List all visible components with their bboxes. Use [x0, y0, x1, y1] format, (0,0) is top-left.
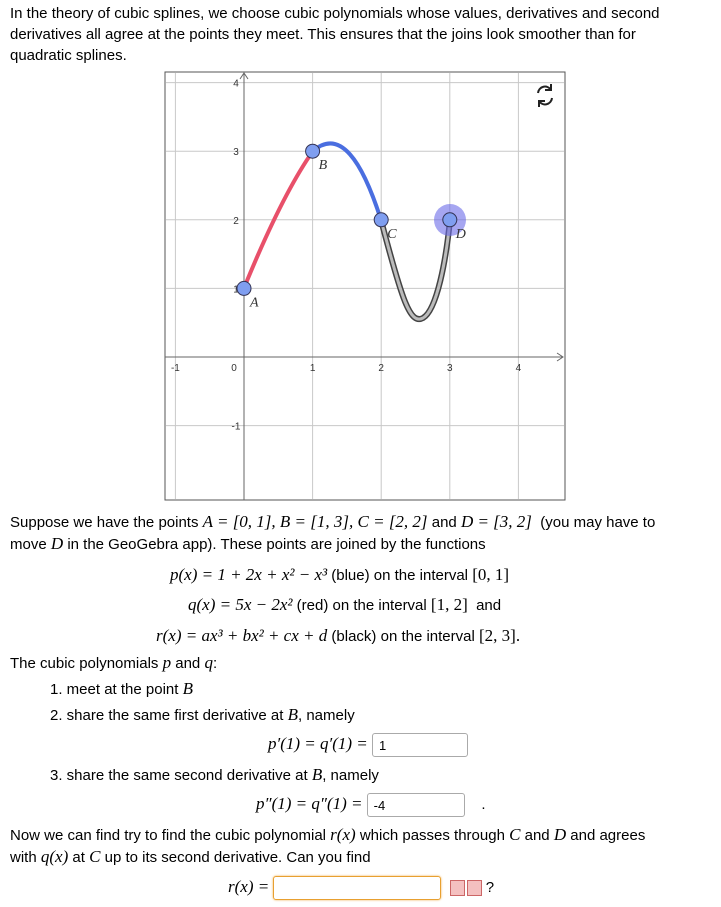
text: 1. meet at the point: [50, 681, 179, 698]
text: 3. share the same second derivative at: [50, 767, 308, 784]
x-tick-label: -1: [171, 363, 180, 374]
text: Suppose we have the points: [10, 514, 199, 531]
math: D: [553, 825, 567, 844]
y-tick-label: 4: [233, 79, 239, 90]
math: C: [509, 825, 521, 844]
math: [1, 2]: [430, 595, 468, 614]
text-line: with q(x) at C up to its second derivati…: [10, 847, 371, 868]
x-tick-label: 4: [516, 363, 522, 374]
text-line: Now we can find try to find the cubic po…: [10, 825, 645, 846]
point-label: D: [455, 227, 466, 242]
text: which passes through: [359, 827, 505, 844]
help[interactable]: ?: [485, 878, 495, 896]
list-item: 1. meet at the point B: [50, 679, 193, 700]
text: (you may have to: [540, 514, 656, 531]
point: [305, 143, 321, 159]
text: 2. share the same first derivative at: [50, 707, 284, 724]
equation: r(x) = ?: [228, 876, 494, 900]
math: D: [50, 534, 64, 553]
math: p′(1) = q′(1) =: [268, 733, 368, 753]
point: [236, 280, 252, 296]
list-item: 2. share the same first derivative at B,…: [50, 705, 355, 726]
point-label: C: [387, 227, 397, 242]
text: (blue) on the interval: [331, 567, 469, 584]
text: and: [524, 827, 550, 844]
math: B: [287, 705, 298, 724]
math: r(x) =: [228, 876, 270, 896]
math: p: [162, 653, 172, 672]
text: in the GeoGebra app). These points are j…: [67, 536, 486, 553]
list-item: 3. share the same second derivative at B…: [50, 765, 379, 786]
point-label: B: [319, 158, 328, 173]
text: and: [175, 655, 201, 672]
text: , namely: [298, 707, 355, 724]
graph-frame: [164, 71, 566, 501]
math: r(x) = ax³ + bx² + cx + d: [156, 626, 328, 645]
reset-icon[interactable]: [537, 84, 553, 107]
curve-black-outline: [378, 219, 453, 323]
math: B: [311, 765, 323, 784]
text: :: [212, 655, 218, 672]
preview-icon[interactable]: [449, 880, 465, 896]
x-tick-label: 2: [378, 363, 384, 374]
x-tick-label: 3: [447, 363, 453, 374]
text: up to its second derivative. Can you fin…: [104, 849, 371, 866]
math: [2, 3].: [479, 626, 521, 645]
equation: r(x) = ax³ + bx² + cx + d (black) on the…: [156, 626, 520, 647]
math: C: [89, 847, 101, 866]
math: q(x) = 5x − 2x²: [188, 595, 293, 614]
math: D = [3, 2]: [460, 512, 532, 531]
math: q: [204, 653, 213, 672]
axis-arrow: [556, 352, 564, 362]
text: move: [10, 536, 47, 553]
intro-line: In the theory of cubic splines, we choos…: [10, 5, 660, 22]
curve-blue: [311, 141, 383, 221]
text: and: [431, 514, 457, 531]
text: (red) on the interval: [296, 597, 427, 614]
math: p(x) = 1 + 2x + x² − x³: [170, 565, 328, 584]
text: and: [476, 597, 502, 614]
answer-input[interactable]: [273, 876, 442, 900]
y-tick-label: 1: [233, 284, 239, 295]
y-tick-label: 2: [233, 216, 239, 227]
equation: p(x) = 1 + 2x + x² − x³ (blue) on the in…: [170, 565, 509, 586]
text-line: Suppose we have the points A = [0, 1], B…: [10, 512, 655, 533]
x-tick-label: 1: [310, 363, 316, 374]
axis-arrow: [239, 72, 249, 80]
equation: p″(1) = q″(1) = -4 .: [256, 793, 486, 817]
answer-input[interactable]: -4: [366, 793, 465, 817]
text: , namely: [322, 767, 379, 784]
y-tick-label: 3: [233, 147, 239, 158]
curve-black: [379, 219, 452, 321]
math: A = [0, 1], B = [1, 3], C = [2, 2]: [202, 512, 428, 531]
math: [0, 1]: [472, 565, 510, 584]
x-tick-label: 0: [231, 363, 237, 374]
point-halo: [434, 204, 466, 236]
equation: q(x) = 5x − 2x² (red) on the interval [1…: [188, 595, 501, 616]
intro-line: derivatives all agree at the points they…: [10, 26, 636, 43]
answer-input[interactable]: 1: [371, 733, 468, 757]
curve-red: [242, 149, 315, 289]
intro-line: quadratic splines.: [10, 47, 127, 64]
text-line: move D in the GeoGebra app). These point…: [10, 534, 486, 555]
text: (black) on the interval: [331, 628, 475, 645]
point: [442, 212, 458, 228]
text-line: The cubic polynomials p and q:: [10, 653, 217, 674]
math: q(x): [40, 847, 69, 866]
text: .: [481, 795, 486, 813]
syntax-icon[interactable]: [466, 880, 482, 896]
point-label: A: [249, 295, 259, 310]
text: The cubic polynomials: [10, 655, 159, 672]
text: and agrees: [570, 827, 646, 844]
y-tick-label: -1: [232, 422, 241, 433]
math: p″(1) = q″(1) =: [256, 793, 363, 813]
point: [373, 212, 389, 228]
math: r(x): [330, 825, 356, 844]
text: with: [10, 849, 37, 866]
text: at: [72, 849, 85, 866]
math: B: [182, 679, 193, 698]
text: Now we can find try to find the cubic po…: [10, 827, 326, 844]
equation: p′(1) = q′(1) = 1: [268, 733, 468, 757]
